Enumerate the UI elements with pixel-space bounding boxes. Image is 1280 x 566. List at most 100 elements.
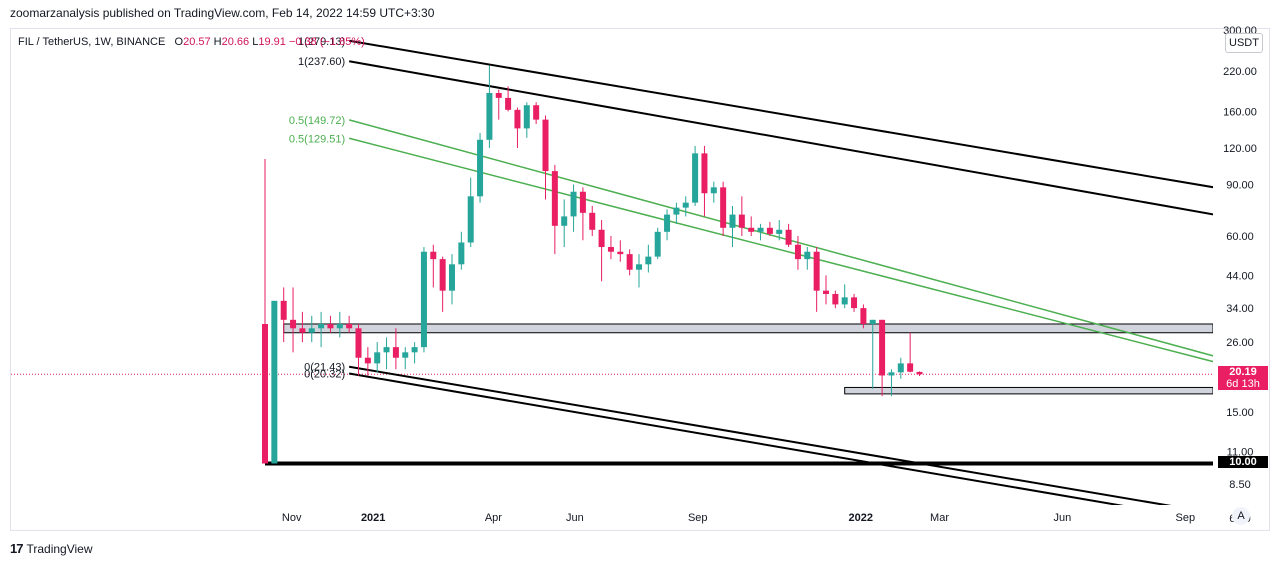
candle-body-30 [542,119,549,172]
x-tick-label-7: Jun [1054,512,1072,524]
y-tick-label-10: 8.50 [1229,479,1250,491]
candle-body-63 [851,297,858,309]
candle-body-50 [729,214,736,228]
y-tick-label-2: 120.00 [1223,143,1257,155]
candle-body-35 [589,212,596,230]
candle-body-12 [374,352,381,364]
candle-body-67 [888,372,895,376]
candle-body-70 [916,371,923,375]
candle-body-13 [383,347,390,353]
tradingview-footer: 17 TradingView [10,541,93,556]
candle-body-54 [766,227,773,234]
candle-body-38 [617,251,624,255]
current-price-value: 20.19 [1229,366,1257,379]
candle-body-59 [813,251,820,291]
candle-body-43 [664,214,671,232]
candle-body-46 [692,153,699,203]
candle-body-25 [495,93,502,98]
candle-body-58 [804,251,811,260]
x-tick-label-1: 2021 [361,512,385,524]
candle-body-39 [626,254,633,270]
fib-label-2: 0.5(149.72) [289,115,345,127]
candle-body-36 [598,229,605,248]
current-price-tag: 20.19 6d 13h [1218,366,1268,391]
support-price-value: 10.00 [1229,456,1257,469]
publisher-line: zoomarzanalysis published on TradingView… [10,6,435,20]
candle-body-51 [738,214,745,228]
fib-label-3: 0.5(129.51) [289,133,345,145]
tradingview-logo-icon: 17 [10,541,24,556]
candle-body-55 [776,229,783,234]
candle-body-5 [308,328,315,333]
countdown-value: 6d 13h [1226,378,1260,391]
candle-body-65 [869,319,876,324]
candle-body-57 [794,244,801,260]
candle-body-18 [430,251,437,260]
x-tick-label-8: Sep [1176,512,1196,524]
candle-body-22 [467,196,474,243]
trendline-3 [348,372,1124,505]
x-tick-label-3: Jun [566,512,584,524]
fib-label-0: 1(279.13) [298,36,345,48]
candle-body-32 [561,216,568,226]
candle-body-37 [607,247,614,252]
candle-body-52 [748,227,755,232]
candle-body-19 [439,259,446,291]
x-tick-label-0: Nov [282,512,302,524]
candle-body-4 [299,328,306,333]
high-label: H [213,36,222,48]
candle-body-56 [785,229,792,245]
candle-body-1 [271,300,278,464]
candle-body-15 [402,352,409,358]
plot-area [11,39,1213,505]
y-tick-label-8: 15.00 [1226,407,1254,419]
trendline-0 [348,39,1213,189]
candle-body-62 [841,297,848,305]
candle-body-20 [449,264,455,291]
support-price-tag: 10.00 [1218,456,1268,469]
fib-label-1: 1(237.60) [298,56,345,68]
trendline-1 [348,60,1213,216]
candle-body-26 [505,97,512,110]
candle-body-21 [458,242,465,265]
chart-frame [10,28,1270,531]
auto-scale-button[interactable]: A [1232,507,1250,525]
open-value: 20.57 [183,36,211,48]
candle-body-69 [907,363,914,372]
y-tick-label-3: 90.00 [1226,179,1254,191]
y-tick-label-6: 34.00 [1226,303,1254,315]
y-tick-label-0: 220.00 [1223,66,1257,78]
candle-body-66 [879,319,886,376]
candle-body-17 [420,251,427,348]
candle-body-14 [392,347,399,358]
candle-body-31 [551,171,558,226]
candle-body-48 [710,187,717,194]
candle-body-29 [533,105,540,120]
candle-body-60 [823,290,829,294]
trendline-2 [348,365,1172,505]
candle-body-61 [832,293,839,305]
symbol-name[interactable]: FIL / TetherUS, 1W, BINANCE [18,36,166,48]
publisher-header: zoomarzanalysis published on TradingView… [10,6,434,24]
candle-body-10 [355,328,362,358]
candle-body-24 [486,93,493,140]
fib-label-5: 0(20.32) [304,368,345,380]
tradingview-brand[interactable]: TradingView [26,541,93,556]
candle-body-49 [720,187,727,228]
y-tick-label-1: 160.00 [1223,106,1257,118]
candle-body-6 [318,323,325,329]
trendline-4 [348,119,1213,357]
candle-body-41 [645,256,652,265]
candle-body-45 [682,202,689,208]
candle-body-9 [346,323,353,329]
candle-body-7 [327,323,334,329]
y-tick-label-7: 26.00 [1226,337,1254,349]
open-label: O [174,36,184,48]
candle-body-53 [757,227,764,232]
candle-body-8 [336,323,343,329]
candle-body-34 [579,191,586,213]
sr-zone-1 [844,386,1213,395]
currency-button[interactable]: USDT [1225,33,1263,53]
candle-body-3 [290,319,297,329]
